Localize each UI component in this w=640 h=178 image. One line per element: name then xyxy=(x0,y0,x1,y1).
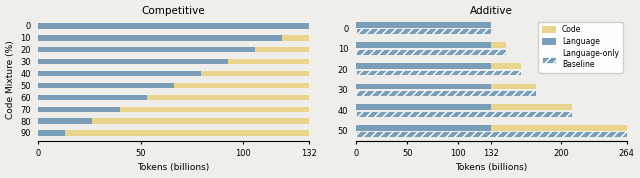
Bar xyxy=(356,125,492,130)
Bar xyxy=(38,130,65,136)
Bar xyxy=(38,47,255,53)
Bar xyxy=(120,107,309,112)
X-axis label: Tokens (billions): Tokens (billions) xyxy=(138,163,210,172)
Bar xyxy=(356,104,492,110)
Bar xyxy=(38,35,282,41)
Bar xyxy=(356,70,522,75)
Bar xyxy=(356,28,492,34)
Bar xyxy=(38,95,147,100)
Bar xyxy=(356,131,627,137)
Bar xyxy=(356,84,492,89)
Bar xyxy=(356,22,492,28)
Y-axis label: Code Mixture (%): Code Mixture (%) xyxy=(6,40,15,119)
Bar xyxy=(38,107,120,112)
Bar xyxy=(173,83,309,88)
Bar xyxy=(356,111,572,117)
Bar xyxy=(492,63,522,69)
Bar xyxy=(492,84,536,89)
Bar xyxy=(492,104,572,110)
Legend: Code, Language, Language-only
Baseline: Code, Language, Language-only Baseline xyxy=(538,22,623,73)
Bar xyxy=(201,71,309,76)
X-axis label: Tokens (billions): Tokens (billions) xyxy=(455,163,527,172)
Bar xyxy=(356,63,492,69)
Bar xyxy=(38,23,309,29)
Bar xyxy=(65,130,309,136)
Bar xyxy=(38,83,173,88)
Title: Competitive: Competitive xyxy=(142,6,205,15)
Bar xyxy=(38,59,228,64)
Bar xyxy=(38,71,201,76)
Title: Additive: Additive xyxy=(470,6,513,15)
Bar xyxy=(228,59,309,64)
Bar xyxy=(255,47,309,53)
Bar xyxy=(147,95,309,100)
Bar xyxy=(492,42,506,48)
Bar xyxy=(356,42,492,48)
Bar xyxy=(38,118,93,124)
Bar xyxy=(356,49,506,55)
Bar xyxy=(492,125,627,130)
Bar xyxy=(93,118,309,124)
Bar xyxy=(282,35,309,41)
Bar xyxy=(356,90,536,96)
